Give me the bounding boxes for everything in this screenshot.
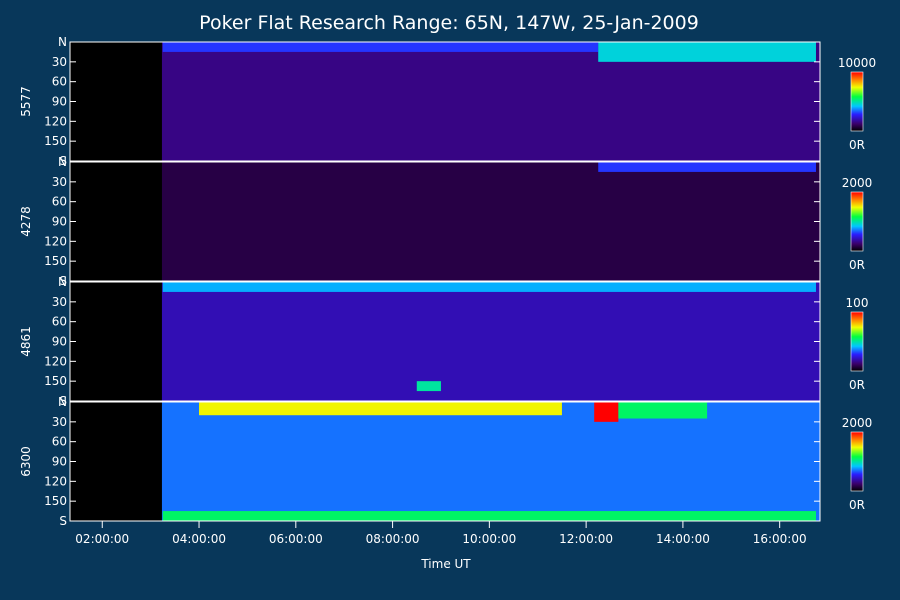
colorbar-min-label: 0R	[849, 498, 865, 512]
y-tick-label: 60	[52, 75, 67, 89]
y-tick-label: 90	[52, 95, 67, 109]
y-tick-label: 120	[44, 114, 67, 128]
y-tick-label: 150	[44, 134, 67, 148]
panel-5577: N 30 60 90 120 150 S 5577 10000 0R	[19, 35, 876, 168]
colorbar-max-label: 2000	[842, 416, 873, 430]
y-tick-label: 30	[52, 55, 67, 69]
colorbar-max-label: 2000	[842, 176, 873, 190]
panel-4278: N 30 60 90 120 150 S 4278 2000 0R	[19, 155, 872, 288]
colorbar	[850, 311, 864, 372]
emission-feature	[598, 42, 816, 62]
y-tick-label: S	[59, 154, 67, 168]
y-tick-label: N	[58, 395, 67, 409]
emission-feature	[416, 381, 441, 392]
y-tick-label: 60	[52, 315, 67, 329]
y-tick-label: S	[59, 394, 67, 408]
emission-feature	[162, 511, 816, 521]
colorbar-max-label: 10000	[838, 56, 876, 70]
emission-feature	[199, 402, 562, 416]
emission-feature	[162, 282, 816, 292]
x-tick-label: 06:00:00	[269, 532, 323, 546]
y-tick-label: 60	[52, 435, 67, 449]
emission-feature	[162, 42, 599, 52]
y-tick-label: 90	[52, 335, 67, 349]
x-tick-label: 04:00:00	[172, 532, 226, 546]
y-tick-label: 150	[44, 254, 67, 268]
colorbar	[850, 191, 864, 252]
y-tick-label: 30	[52, 295, 67, 309]
colorbar-min-label: 0R	[849, 378, 865, 392]
colorbar-min-label: 0R	[849, 258, 865, 272]
y-tick-label: 120	[44, 234, 67, 248]
chart-title: Poker Flat Research Range: 65N, 147W, 25…	[199, 12, 699, 34]
y-tick-label: 150	[44, 374, 67, 388]
colorbar	[850, 71, 864, 132]
y-tick-label: 120	[44, 474, 67, 488]
x-tick-label: 12:00:00	[559, 532, 613, 546]
panel-wavelength-label: 6300	[19, 446, 33, 477]
y-tick-label: 60	[52, 195, 67, 209]
x-tick-label: 14:00:00	[656, 532, 710, 546]
colorbar	[850, 431, 864, 492]
panel-6300: N 30 60 90 120 150 S 6300 2000 0R	[19, 395, 872, 528]
panel-wavelength-label: 4278	[19, 206, 33, 237]
y-tick-label: 90	[52, 455, 67, 469]
emission-baseline	[161, 402, 820, 521]
y-tick-label: N	[58, 275, 67, 289]
x-tick-label: 16:00:00	[753, 532, 807, 546]
y-tick-label: N	[58, 35, 67, 49]
panel-wavelength-label: 5577	[19, 86, 33, 117]
x-tick-label: 02:00:00	[75, 532, 129, 546]
colorbar-max-label: 100	[846, 296, 869, 310]
emission-feature	[618, 402, 708, 419]
x-tick-label: 10:00:00	[462, 532, 516, 546]
x-axis-label: Time UT	[420, 557, 471, 571]
panel-wavelength-label: 4861	[19, 326, 33, 357]
y-tick-label: 90	[52, 215, 67, 229]
y-tick-label: S	[59, 514, 67, 528]
y-tick-label: 30	[52, 175, 67, 189]
panel-4861: N 30 60 90 120 150 S 4861 100 0R	[19, 275, 868, 408]
y-tick-label: S	[59, 274, 67, 288]
emission-baseline	[161, 282, 820, 401]
y-tick-label: N	[58, 155, 67, 169]
emission-feature	[598, 162, 816, 172]
colorbar-min-label: 0R	[849, 138, 865, 152]
emission-baseline	[161, 162, 820, 281]
emission-feature	[594, 402, 619, 422]
y-tick-label: 150	[44, 494, 67, 508]
y-tick-label: 30	[52, 415, 67, 429]
x-tick-label: 08:00:00	[366, 532, 420, 546]
y-tick-label: 120	[44, 354, 67, 368]
